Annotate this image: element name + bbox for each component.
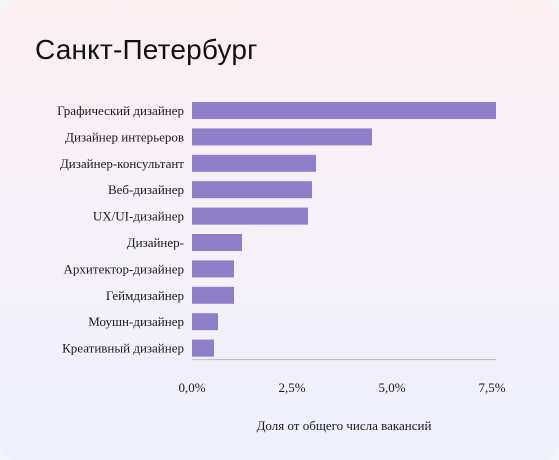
category-label: Дизайнер-: [127, 235, 184, 250]
bar-3: [192, 181, 312, 199]
bar-6: [192, 260, 234, 278]
bar-5: [192, 234, 242, 251]
bar-0: [192, 102, 496, 119]
bar-1: [192, 128, 372, 146]
bar-2: [192, 154, 316, 172]
category-label: Дизайнер интерьеров: [65, 129, 184, 144]
bar-8: [192, 313, 218, 331]
category-label: Графический дизайнер: [57, 103, 184, 118]
category-label: Моушн-дизайнер: [88, 314, 184, 329]
x-tick-label: 0,0%: [178, 380, 205, 395]
bar-7: [192, 286, 234, 304]
x-axis-label: Доля от общего числа вакансий: [257, 418, 432, 433]
category-label: Веб-дизайнер: [108, 182, 184, 197]
category-label: Геймдизайнер: [106, 288, 184, 303]
bars-group: [192, 102, 496, 357]
bar-9: [192, 339, 214, 357]
category-label: Креативный дизайнер: [62, 341, 184, 356]
category-labels: Графический дизайнер Дизайнер интерьеров Д…: [57, 103, 184, 356]
x-axis-ticks: 0,0% 2,5% 5,0% 7,5%: [178, 380, 505, 395]
chart-title: Санкт-Петербург: [35, 34, 258, 65]
bar-4: [192, 207, 308, 225]
category-label: Дизайнер-консультант: [60, 156, 184, 171]
x-tick-label: 7,5%: [478, 380, 505, 395]
category-label: UX/UI-дизайнер: [93, 209, 184, 224]
category-label: Архитектор-дизайнер: [64, 261, 184, 276]
x-tick-label: 5,0%: [378, 380, 405, 395]
x-tick-label: 2,5%: [278, 380, 305, 395]
